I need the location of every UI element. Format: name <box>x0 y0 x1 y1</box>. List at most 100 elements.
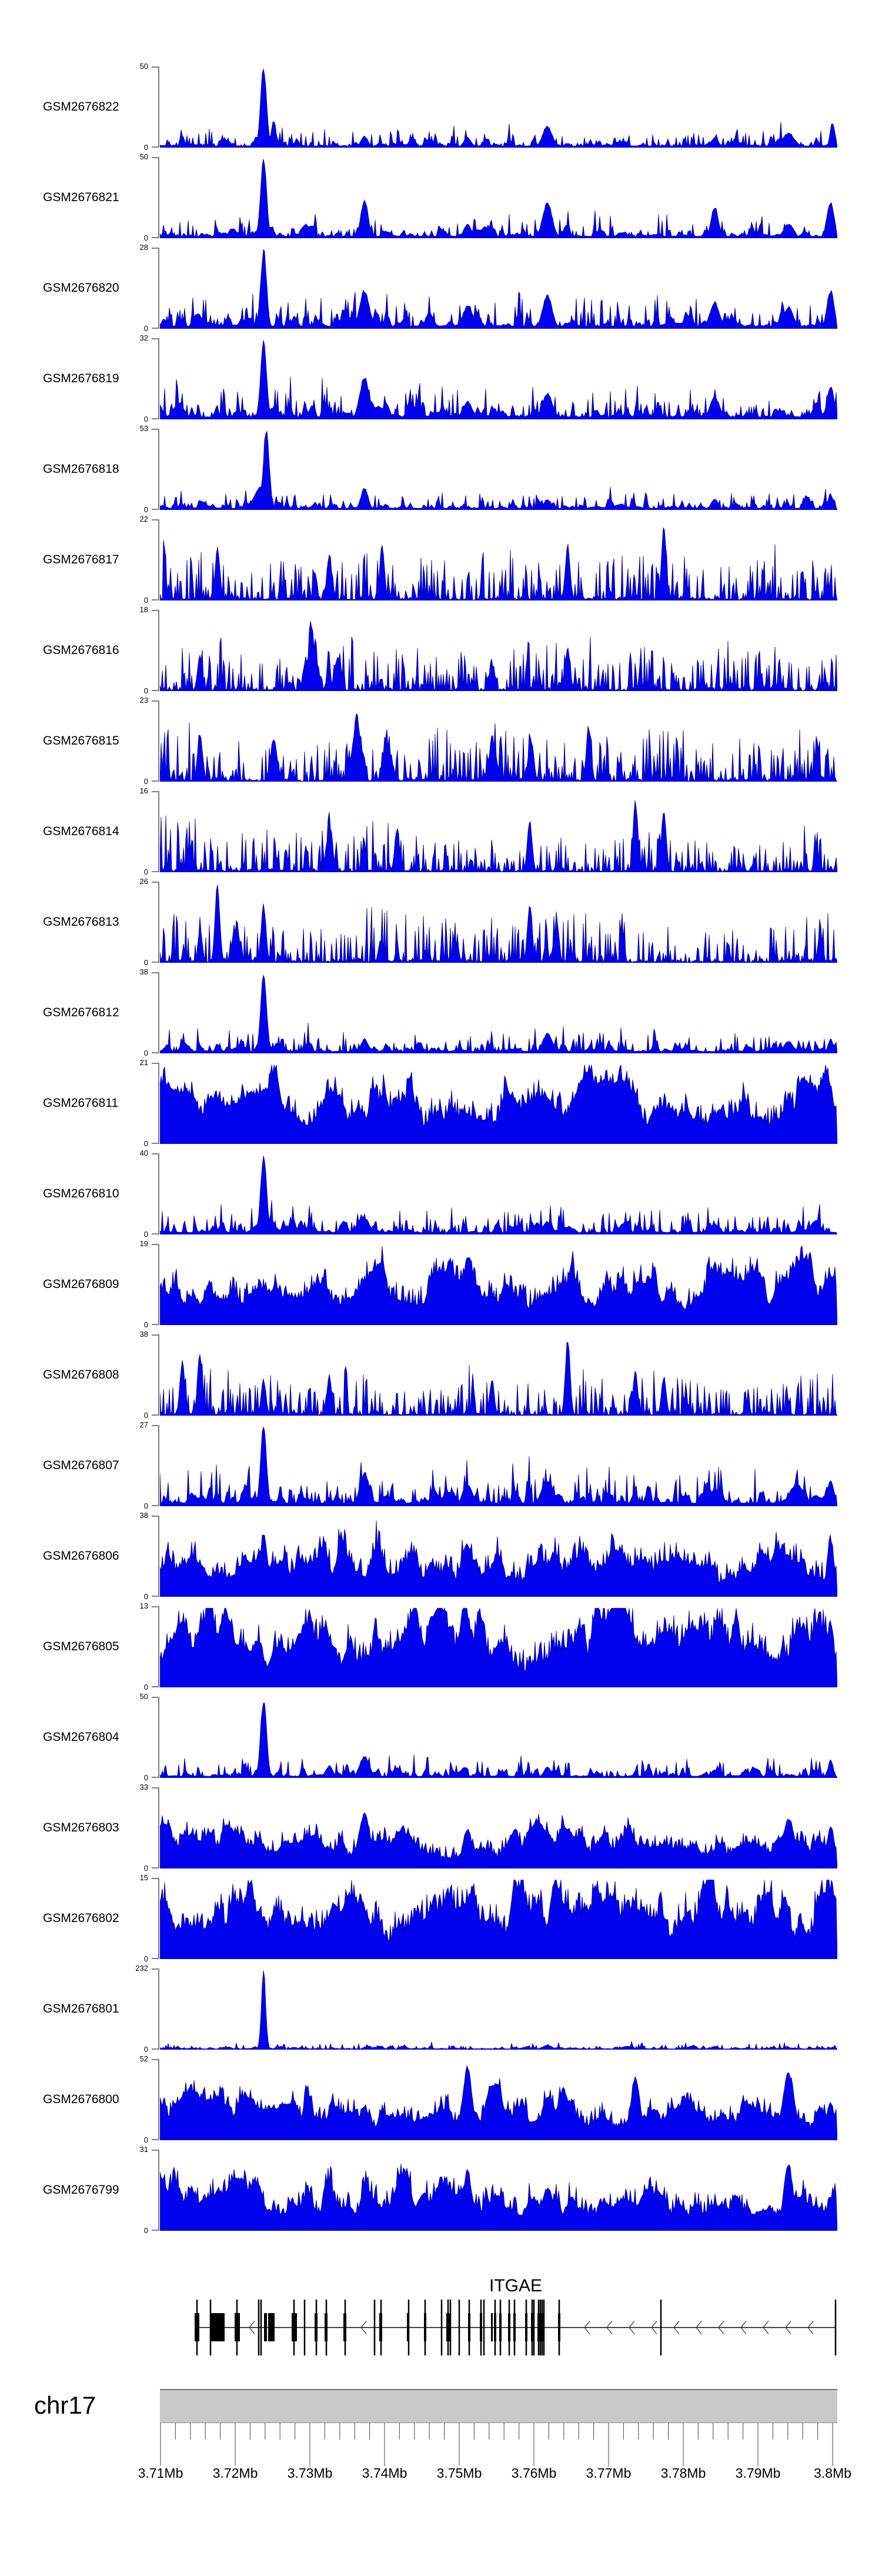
signal-area-chart <box>160 2163 837 2231</box>
track-ymin-label: 0 <box>143 324 148 333</box>
track-row: GSM2676807 27 0 <box>0 1421 882 1510</box>
track-row: GSM2676802 15 0 <box>0 1874 882 1963</box>
track-ymin-label: 0 <box>143 958 148 967</box>
track-y-axis-tick-top <box>152 1606 159 1607</box>
signal-area-chart <box>160 713 837 782</box>
strand-arrow-icon <box>673 2321 680 2334</box>
track-y-axis-tick-bottom <box>152 2139 159 2140</box>
track-y-axis-tick-top <box>152 157 159 158</box>
track-ymin-label: 0 <box>143 415 148 423</box>
signal-area-chart <box>160 340 837 419</box>
track-y-axis-tick-top <box>152 1697 159 1698</box>
track-y-axis-tick-top <box>152 519 159 520</box>
track-row: GSM2676810 40 0 <box>0 1149 882 1239</box>
track-y-axis-line <box>158 1878 159 1959</box>
ruler-tick-label: 3.79Mb <box>735 2465 781 2481</box>
track-ymax-label: 28 <box>139 243 148 252</box>
signal-area-chart <box>160 249 837 329</box>
track-y-axis-line <box>158 1334 159 1416</box>
signal-area-chart <box>160 1703 837 1778</box>
track-y-axis-tick-bottom <box>152 1686 159 1687</box>
track-y-axis-line <box>158 2059 159 2140</box>
track-y-axis-tick-bottom <box>152 599 159 600</box>
track-sample-label: GSM2676808 <box>43 1368 119 1382</box>
signal-waveform <box>160 527 837 600</box>
signal-area-chart <box>160 527 837 600</box>
track-sample-label: GSM2676812 <box>43 1006 119 1019</box>
ruler-tick-label: 3.76Mb <box>511 2465 557 2481</box>
track-ymax-label: 15 <box>139 1873 148 1882</box>
signal-waveform <box>160 159 837 238</box>
ruler-tick-label: 3.74Mb <box>362 2465 407 2481</box>
track-y-axis-tick-top <box>152 429 159 430</box>
signal-waveform <box>160 1245 837 1325</box>
exon-bar <box>440 2300 443 2355</box>
ruler-tick-label: 3.73Mb <box>287 2465 333 2481</box>
track-y-axis-tick-top <box>152 1153 159 1154</box>
track-sample-label: GSM2676807 <box>43 1459 119 1472</box>
signal-waveform <box>160 2163 837 2231</box>
signal-waveform <box>160 1520 837 1597</box>
track-y-axis-tick-bottom <box>152 509 159 510</box>
track-ymax-label: 53 <box>139 424 148 433</box>
strand-arrow-icon <box>360 2321 367 2334</box>
track-y-axis-tick-top <box>152 1787 159 1788</box>
signal-area-chart <box>160 974 837 1053</box>
track-row: GSM2676808 38 0 <box>0 1330 882 1420</box>
signal-waveform <box>160 713 837 782</box>
cds-box <box>235 2313 240 2341</box>
track-ymax-label: 19 <box>139 1239 148 1248</box>
cds-box <box>494 2313 496 2341</box>
signal-area-chart <box>160 1245 837 1325</box>
ruler-tick-label: 3.72Mb <box>212 2465 258 2481</box>
cds-box <box>343 2313 346 2341</box>
track-sample-label: GSM2676819 <box>43 372 119 385</box>
signal-area-chart <box>160 1520 837 1597</box>
strand-arrow-icon <box>651 2321 657 2334</box>
track-y-axis-line <box>158 1063 159 1144</box>
signal-waveform <box>160 621 837 691</box>
track-y-axis-line <box>158 1425 159 1506</box>
exon-bar <box>260 2300 262 2355</box>
chromosome-bar <box>160 2389 837 2423</box>
track-ymin-label: 0 <box>143 1773 148 1782</box>
exon-bar <box>660 2300 662 2355</box>
track-y-axis-tick-bottom <box>152 780 159 782</box>
signal-waveform <box>160 1813 837 1868</box>
track-y-axis-line <box>158 1968 159 2050</box>
signal-area-chart <box>160 1065 837 1144</box>
cds-box <box>315 2313 318 2341</box>
track-sample-label: GSM2676803 <box>43 1821 119 1834</box>
signal-waveform <box>160 69 837 148</box>
track-y-axis-tick-bottom <box>152 1958 159 1959</box>
signal-waveform <box>160 1703 837 1778</box>
exon-bar <box>834 2300 837 2355</box>
track-ymin-label: 0 <box>143 1320 148 1329</box>
cds-box <box>264 2313 267 2341</box>
track-ymin-label: 0 <box>143 505 148 514</box>
track-ymax-label: 52 <box>139 2054 148 2063</box>
exon-bar <box>373 2300 376 2355</box>
track-row: GSM2676813 26 0 <box>0 877 882 967</box>
track-y-axis-line <box>158 1516 159 1597</box>
signal-area-chart <box>160 431 837 510</box>
cds-box <box>407 2313 409 2341</box>
track-ymin-label: 0 <box>143 1411 148 1420</box>
track-y-axis-line <box>158 1153 159 1234</box>
track-y-axis-line <box>158 1787 159 1868</box>
track-sample-label: GSM2676806 <box>43 1549 119 1563</box>
strand-arrow-icon <box>718 2321 724 2334</box>
track-row: GSM2676821 50 0 <box>0 153 882 242</box>
track-y-axis-tick-bottom <box>152 1233 159 1234</box>
signal-waveform <box>160 431 837 510</box>
track-ymax-label: 50 <box>139 152 148 161</box>
track-ymin-label: 0 <box>143 596 148 605</box>
track-ymin-label: 0 <box>143 1049 148 1057</box>
track-sample-label: GSM2676813 <box>43 915 119 929</box>
exon-bar <box>483 2300 485 2355</box>
cds-box <box>508 2313 510 2341</box>
signal-waveform <box>160 885 837 963</box>
track-sample-label: GSM2676818 <box>43 462 119 476</box>
track-row: GSM2676818 53 0 <box>0 425 882 514</box>
signal-waveform <box>160 249 837 329</box>
